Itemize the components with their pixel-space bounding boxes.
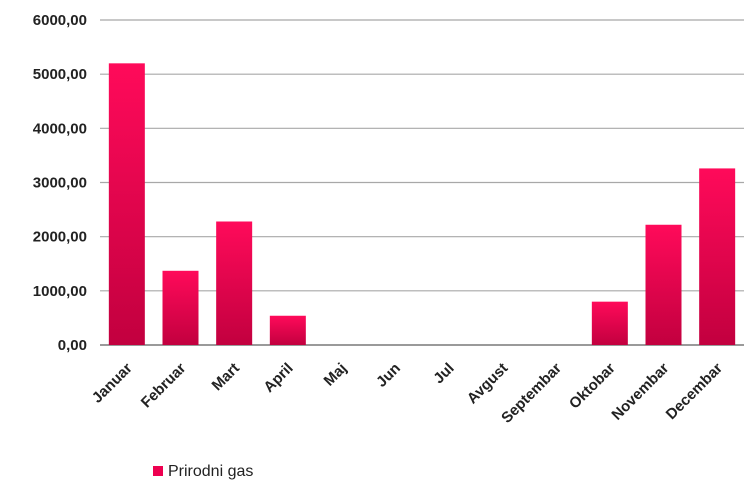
y-tick-label: 6000,00 [33,12,87,29]
bar-januar [108,63,145,345]
bar-februar [162,270,199,345]
legend-swatch [153,466,163,476]
y-axis-tick-labels: 0,00 1000,00 2000,00 3000,00 4000,00 5000,00 6… [33,12,87,354]
x-category-label: Mart [209,360,243,394]
x-category-label: Februar [138,360,190,412]
y-tick-label: 1000,00 [33,283,87,300]
bar-novembar [645,224,682,345]
y-tick-label: 3000,00 [33,175,87,192]
legend-label: Prirodni gas [168,463,253,480]
y-tick-label: 5000,00 [33,66,87,83]
x-category-label: Jul [430,360,457,387]
bars [108,63,736,345]
bar-oktobar [591,301,628,345]
legend: Prirodni gas [153,463,253,480]
y-tick-label: 0,00 [58,337,87,354]
y-tick-label: 4000,00 [33,120,87,137]
y-tick-label: 2000,00 [33,229,87,246]
bar-decembar [699,168,736,345]
x-category-label: April [260,360,296,396]
x-category-label: Januar [89,360,136,407]
x-category-label: Avgust [464,360,512,408]
x-axis-category-labels: Januar Februar Mart April Maj Jun Jul AvgustSep… [89,360,726,427]
x-category-label: Decembar [663,360,726,423]
bar-mart [216,221,253,345]
gridlines [100,19,744,346]
x-category-label: Oktobar [566,360,619,413]
bar-april [269,315,306,345]
x-category-label: Maj [321,360,351,390]
x-category-label: Novembar [608,360,672,424]
x-category-label: Jun [373,360,404,391]
